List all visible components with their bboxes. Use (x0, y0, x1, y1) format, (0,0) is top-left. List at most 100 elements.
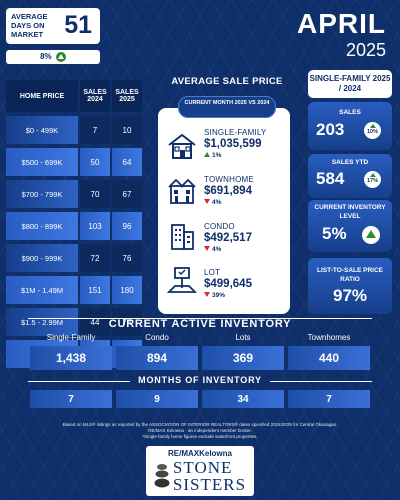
lot-change: 39% (204, 292, 225, 299)
months-values: 7 9 34 7 (30, 390, 370, 408)
footnote-line: RE/MAX Kelowna - an independent member b… (148, 428, 252, 433)
sales-label: SALES (339, 109, 361, 116)
sales-box: SALES 203 10% (308, 102, 392, 150)
change-text: 4% (212, 199, 222, 206)
change-text: 39% (212, 292, 226, 299)
condo-change: 4% (204, 246, 221, 253)
table-row: $0 - 499K 7 10 (6, 116, 146, 144)
days-change-text: 8% (40, 52, 52, 61)
brand-text: RE/MAXKelowna (167, 449, 232, 458)
price-ratio-value: 97% (332, 286, 368, 305)
inventory-col-label: Condo (145, 333, 169, 342)
inventory-condo: 894 (116, 346, 198, 370)
months-lots: 34 (202, 390, 284, 408)
average-sale-price-title: AVERAGE SALE PRICE (171, 76, 283, 87)
inventory-labels: Single-Family Condo Lots Townhomes (30, 333, 370, 342)
down-triangle-icon (204, 292, 210, 297)
townhome-price: $691,894 (204, 185, 252, 197)
report-year: 2025 (345, 40, 386, 60)
lot-price: $499,645 (204, 278, 252, 290)
townhome-change: 4% (204, 199, 221, 206)
up-triangle-icon (369, 124, 376, 128)
sales-ytd-label: SALES YTD (331, 159, 369, 166)
footnote: Based on MLS® listings as reported by th… (20, 422, 380, 440)
sales-2025-cell: 67 (112, 180, 142, 208)
price-range: $500 - 699K (6, 148, 78, 176)
price-range: $1.5 - 2.99M (6, 308, 78, 336)
sales-value: 203 (316, 120, 345, 139)
current-month-pill: CURRENT MONTH 2025 VS 2024 (178, 96, 276, 118)
sales-2025-cell: 96 (112, 212, 142, 240)
sales-2024-cell: 50 (80, 148, 110, 176)
inventory-level-box: CURRENT INVENTORY LEVEL 5% (308, 200, 392, 252)
footnote-line: *Single-family home figures exclude wate… (142, 434, 258, 439)
inventory-level-label: CURRENT INVENTORY LEVEL (314, 204, 386, 220)
sales-change-badge: 10% (364, 122, 381, 139)
down-triangle-icon (204, 246, 210, 251)
price-range: $700 - 799K (6, 180, 78, 208)
table-row: $1.5 - 2.99M 44 74 (6, 308, 146, 336)
stone-sisters-logo: RE/MAXKelowna STONE SISTERS (146, 446, 254, 496)
sales-2024-cell: 151 (80, 276, 110, 304)
sales-2025-cell: 74 (112, 308, 142, 336)
up-arrow-icon (362, 226, 380, 244)
inventory-townhomes: 440 (288, 346, 370, 370)
sales-ytd-value: 584 (316, 169, 345, 188)
table-row: $700 - 799K 70 67 (6, 180, 146, 208)
active-inventory-title: CURRENT ACTIVE INVENTORY (108, 318, 292, 330)
logo-name-1: STONE (172, 458, 233, 477)
condo-price: $492,517 (204, 232, 252, 244)
price-ratio-box: LIST-TO-SALE PRICE RATIO 97% (308, 258, 392, 314)
footnote-line: Based on MLS® listings as reported by th… (62, 422, 338, 427)
inventory-col-label: Lots (235, 333, 251, 342)
header-sales-2024: SALES 2024 (80, 80, 110, 112)
inventory-col-label: Single-Family (46, 333, 96, 342)
badge-text: 10% (366, 129, 378, 135)
table-row: $900 - 999K 72 76 (6, 244, 146, 272)
sales-2024-cell: 103 (80, 212, 110, 240)
sales-2025-cell: 180 (112, 276, 142, 304)
months-single-family: 7 (30, 390, 112, 408)
inventory-values: 1,438 894 369 440 (30, 346, 370, 370)
single-family-header: SINGLE-FAMILY 2025 / 2024 (308, 70, 392, 98)
sales-2025-cell: 64 (112, 148, 142, 176)
stacked-stones-icon (154, 464, 170, 488)
inventory-single-family: 1,438 (30, 346, 112, 370)
header-sales-2025: SALES 2025 (112, 80, 142, 112)
sales-ytd-box: SALES YTD 584 17% (308, 154, 392, 198)
price-range: $800 - 899K (6, 212, 78, 240)
table-row: $500 - 699K 50 64 (6, 148, 146, 176)
sales-2024-cell: 72 (80, 244, 110, 272)
days-on-market-change: 8% (6, 50, 100, 64)
badge-text: 17% (366, 178, 378, 184)
townhome-label: TOWNHOME (204, 175, 254, 184)
inventory-level-value: 5% (322, 224, 347, 243)
divider (28, 318, 372, 319)
condo-building-icon (171, 224, 194, 250)
price-range: $900 - 999K (6, 244, 78, 272)
up-triangle-icon (204, 152, 210, 157)
sales-ytd-change-badge: 17% (364, 171, 381, 188)
header-home-price: HOME PRICE (6, 80, 78, 112)
sales-2024-cell: 7 (80, 116, 110, 144)
price-range: $1M - 1.49M (6, 276, 78, 304)
single-family-change: 1% (204, 152, 221, 159)
up-triangle-icon (369, 173, 376, 177)
table-row: $1M - 1.49M 151 180 (6, 276, 146, 304)
sales-2025-cell: 76 (112, 244, 142, 272)
price-ratio-label: LIST-TO-SALE PRICE RATIO (317, 267, 383, 283)
change-text: 4% (212, 246, 222, 253)
months-townhomes: 7 (288, 390, 370, 408)
price-range: $0 - 499K (6, 116, 78, 144)
sales-2024-cell: 70 (80, 180, 110, 208)
townhome-icon (168, 178, 196, 204)
days-on-market-box: AVERAGE DAYS ON MARKET 51 (6, 8, 100, 44)
inventory-col-label: Townhomes (307, 333, 351, 342)
sales-2025-cell: 10 (112, 116, 142, 144)
logo-name-2: SISTERS (172, 475, 247, 494)
months-inventory-title: MONTHS OF INVENTORY (130, 375, 270, 385)
house-icon (168, 133, 196, 159)
single-family-price: $1,035,599 (204, 138, 262, 150)
lot-sign-icon (166, 267, 198, 293)
